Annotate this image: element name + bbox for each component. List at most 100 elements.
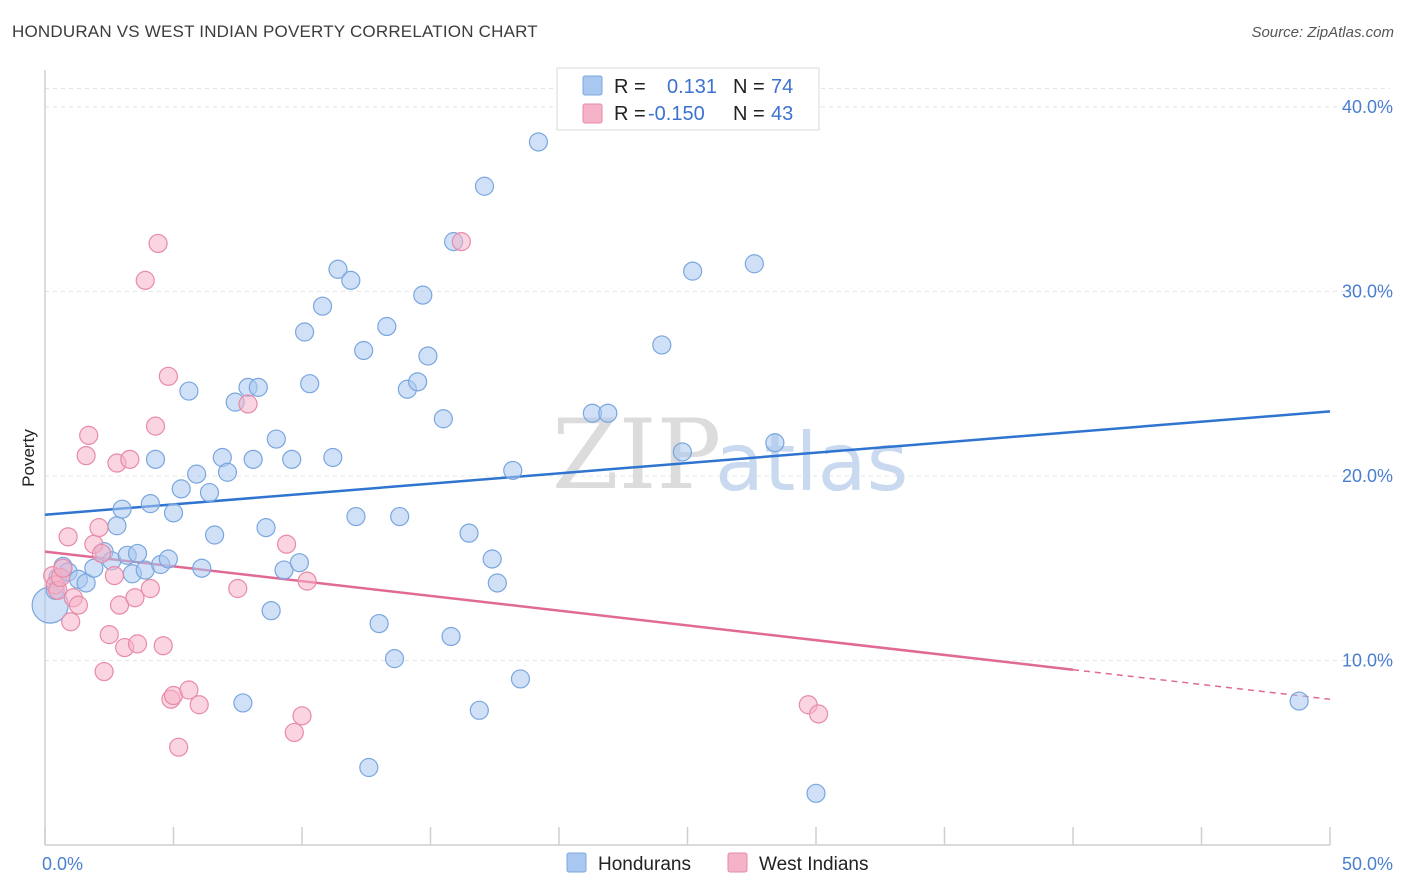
west-indian-point: [94, 661, 114, 682]
watermark-zip: ZIP: [552, 399, 721, 511]
west-indian-point: [145, 416, 166, 436]
trend-lines: [44, 410, 1331, 700]
honduran-point: [354, 340, 374, 361]
honduran-point: [806, 783, 826, 803]
west-indian-point: [189, 695, 209, 715]
honduran-point: [346, 506, 366, 527]
west-indian-point: [58, 527, 78, 547]
y-tick-labels: 10.0% 20.0% 30.0% 40.0%: [1342, 97, 1393, 671]
honduran-point: [199, 482, 220, 503]
honduran-point: [341, 270, 361, 290]
west-indian-point: [99, 625, 119, 645]
honduran-point: [765, 433, 785, 453]
honduran-point: [469, 700, 489, 720]
honduran-point: [145, 449, 166, 469]
west-indian-point: [91, 543, 112, 564]
west-indian-point: [127, 634, 148, 654]
honduran-point: [261, 601, 281, 621]
legend-r-value-1: 0.131: [667, 76, 717, 98]
west-indian-point: [135, 270, 155, 290]
honduran-point: [84, 558, 104, 578]
legend-swatch-hondurans: [582, 75, 603, 96]
honduran-point: [377, 316, 397, 337]
legend: R = 0.131 N = 74 R = -0.150 N = 43: [556, 67, 820, 131]
series-legend: Hondurans West Indians: [566, 852, 868, 875]
west-indian-point: [53, 558, 73, 578]
legend-n-label-2: N =: [733, 103, 765, 125]
legend-r-label-2: R =: [614, 103, 646, 125]
west-indian-point: [276, 534, 297, 554]
legend-n-label-1: N =: [733, 76, 765, 98]
x-tick-label: 50.0%: [1342, 854, 1393, 874]
honduran-point: [744, 254, 764, 274]
y-axis-label: Poverty: [19, 429, 38, 487]
west-indian-point: [297, 571, 317, 591]
west-indian-point: [284, 722, 304, 743]
honduran-point: [328, 259, 348, 279]
west-indian-point: [79, 425, 99, 445]
honduran-point: [187, 464, 207, 484]
trend-line-extension-1: [1072, 668, 1331, 700]
watermark: ZIP atlas: [552, 399, 908, 511]
honduran-point: [510, 669, 531, 689]
west-indian-point: [179, 680, 199, 700]
x-tick-labels: 0.0% 50.0%: [42, 854, 1393, 874]
honduran-point: [76, 573, 96, 593]
honduran-point: [205, 525, 225, 545]
honduran-point: [369, 613, 389, 634]
honduran-point: [294, 322, 315, 342]
honduran-point: [672, 442, 692, 462]
honduran-point: [171, 479, 191, 499]
legend-n-value-2: 43: [771, 103, 793, 125]
honduran-point: [266, 429, 286, 449]
west-indian-point: [125, 588, 145, 608]
series-legend-west-indians: West Indians: [759, 854, 868, 875]
honduran-point: [652, 335, 672, 355]
watermark-atlas: atlas: [715, 416, 908, 509]
honduran-point: [140, 494, 160, 514]
honduran-point: [243, 449, 263, 469]
y-tick-label: 10.0%: [1342, 650, 1393, 670]
west-indian-point: [109, 595, 130, 615]
honduran-point: [256, 518, 276, 538]
y-tick-label: 30.0%: [1342, 281, 1393, 301]
trend-line-1: [44, 550, 1074, 671]
honduran-point: [107, 516, 127, 536]
source-credit: Source: ZipAtlas.com: [1251, 24, 1394, 41]
honduran-point: [233, 693, 253, 713]
x-ticks: [44, 827, 1331, 845]
series-legend-swatch-hondurans: [566, 852, 587, 873]
west-indian-point: [153, 636, 173, 656]
legend-r-label-1: R =: [614, 76, 646, 98]
honduran-point: [163, 503, 184, 523]
trend-line-0: [44, 410, 1331, 516]
honduran-point: [274, 560, 294, 580]
west-indian-point: [120, 449, 140, 469]
honduran-point: [300, 374, 320, 394]
honduran-point: [418, 346, 438, 366]
west-indian-point: [76, 446, 96, 466]
honduran-point: [127, 543, 148, 564]
x-tick-label: 0.0%: [42, 854, 83, 874]
honduran-point: [282, 449, 302, 469]
honduran-point: [528, 132, 549, 152]
west-indian-point: [169, 737, 189, 757]
honduran-point: [312, 296, 333, 316]
y-tick-label: 40.0%: [1342, 97, 1393, 117]
y-tick-label: 20.0%: [1342, 466, 1393, 486]
honduran-point: [482, 549, 502, 569]
west-indian-point: [158, 366, 178, 386]
west-indian-point: [292, 706, 312, 726]
west-indian-point: [148, 233, 168, 254]
honduran-point: [408, 372, 428, 392]
honduran-point: [598, 403, 618, 423]
legend-swatch-west-indians: [582, 103, 603, 124]
honduran-point: [474, 176, 495, 196]
honduran-point: [459, 523, 479, 543]
west-indian-point: [228, 578, 248, 599]
honduran-point: [289, 553, 310, 573]
honduran-point: [112, 499, 132, 519]
honduran-point: [158, 549, 178, 569]
honduran-point: [384, 649, 405, 669]
